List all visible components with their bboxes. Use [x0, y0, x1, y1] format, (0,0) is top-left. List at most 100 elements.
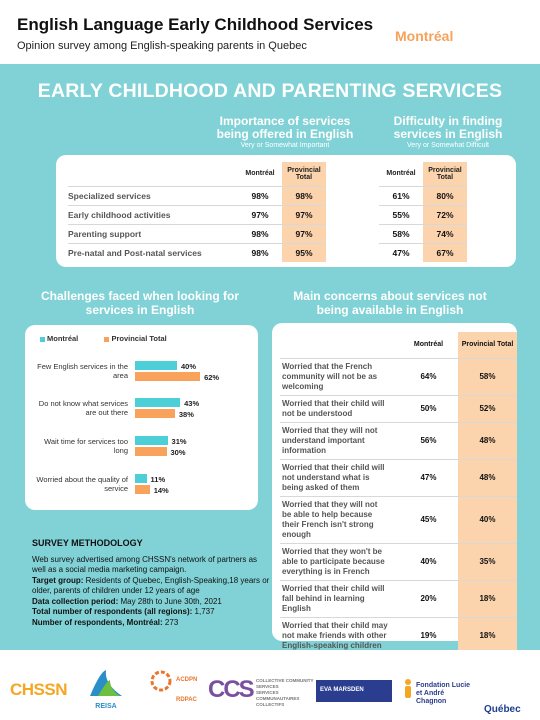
importance-provincial-value: 97%	[282, 223, 326, 243]
ccs-text: COLLECTIVE COMMUNITY SERVICES SERVICES C…	[256, 678, 316, 708]
concerns-table: Montréal Provincial Total Worried that t…	[280, 332, 517, 654]
col-montreal: Montréal	[245, 170, 275, 178]
difficulty-provincial-value: 67%	[423, 242, 467, 262]
col-provincial-difficulty: Provincial Total	[423, 162, 467, 186]
table-row: Worried that the French community will n…	[280, 357, 517, 395]
legend-swatch-montreal	[40, 336, 45, 342]
region-label: Montréal	[395, 28, 454, 44]
col-montreal: Montréal	[413, 341, 444, 349]
row-label: Pre-natal and Post-natal services	[68, 242, 238, 262]
quebec-logo: Québec	[484, 704, 521, 715]
concern-provincial-value: 48%	[458, 421, 517, 459]
montreal-label: Number of respondents, Montréal:	[32, 617, 163, 627]
period-text: May 28th to June 30th, 2021	[120, 596, 222, 606]
row-label: Early childhood activities	[68, 204, 238, 224]
difficulty-heading: Difficulty in finding services in Englis…	[378, 115, 518, 150]
concern-montreal-value: 47%	[399, 458, 458, 496]
difficulty-montreal-value: 61%	[379, 185, 423, 205]
importance-montreal-value: 98%	[238, 185, 282, 205]
page-header: English Language Early Childhood Service…	[0, 0, 540, 64]
concern-label: Worried that they will not be able to he…	[280, 495, 388, 543]
category-label: Few English services in the area	[37, 362, 128, 380]
table-row: Worried that they will not be able to he…	[280, 495, 517, 543]
importance-provincial-value: 95%	[282, 242, 326, 262]
row-label: Parenting support	[68, 223, 238, 243]
reisa-logo: REISA	[86, 668, 126, 710]
difficulty-montreal-value: 47%	[379, 242, 423, 262]
acdpn-label: ACDPN	[176, 677, 198, 683]
concern-montreal-value: 64%	[399, 357, 458, 395]
concern-provincial-value: 58%	[458, 357, 517, 395]
acdpn-text: ACDPN RDPAC	[176, 670, 197, 710]
concern-montreal-value: 20%	[399, 579, 458, 617]
concern-montreal-value: 50%	[399, 394, 458, 422]
ccs-text-en: COLLECTIVE COMMUNITY SERVICES	[256, 678, 314, 689]
concern-montreal-value: 45%	[399, 495, 458, 543]
concern-provincial-value: 35%	[458, 542, 517, 580]
col-provincial: Provincial Total	[282, 162, 326, 186]
bar-value-label: 62%	[204, 372, 220, 382]
bar-provincial	[135, 372, 201, 381]
concern-label: Worried that their child may not make fr…	[280, 616, 388, 654]
acdpn-logo	[150, 670, 172, 697]
concern-provincial-value: 40%	[458, 495, 517, 543]
category-label: Do not know what services are out there	[38, 399, 128, 417]
concern-provincial-value: 18%	[458, 579, 517, 617]
importance-montreal-value: 97%	[238, 204, 282, 224]
concern-label: Worried that they won't be able to parti…	[280, 542, 388, 580]
concern-provincial-value: 48%	[458, 458, 517, 496]
page-subtitle: Opinion survey among English-speaking pa…	[17, 40, 307, 52]
bar-provincial	[135, 409, 175, 418]
total-label: Total number of respondents (all regions…	[32, 607, 193, 616]
chart-title: Challenges faced when looking for servic…	[40, 289, 240, 317]
chart-legend: Montréal Provincial Total	[40, 334, 167, 343]
bar-value-label: 11%	[150, 474, 166, 484]
col-provincial: Provincial Total	[458, 332, 517, 358]
concern-provincial-value: 18%	[458, 616, 517, 654]
services-table: Montréal Provincial Total Montréal Provi…	[68, 162, 467, 262]
bar-value-label: 43%	[184, 398, 200, 408]
importance-montreal-value: 98%	[238, 242, 282, 262]
concern-label: Worried that their child will not unders…	[280, 458, 388, 496]
table-row: Worried that their child will not unders…	[280, 458, 517, 496]
methodology-target: Target group: Residents of Quebec, Engli…	[32, 576, 272, 597]
legend-swatch-provincial	[104, 336, 110, 342]
chssn-logo: CHSSN	[10, 680, 68, 699]
legend-label-provincial: Provincial Total	[111, 334, 167, 343]
bar-montreal	[135, 474, 147, 483]
page-title: English Language Early Childhood Service…	[17, 15, 374, 34]
bar-montreal	[135, 361, 177, 370]
table-row: Worried that they will not understand im…	[280, 421, 517, 459]
period-label: Data collection period:	[32, 596, 119, 606]
eva-marsden-logo: EVA MARSDEN	[316, 680, 392, 702]
difficulty-provincial-value: 80%	[423, 185, 467, 205]
concern-label: Worried that their child will fall behin…	[280, 579, 388, 617]
ccs-logo: CCS	[208, 676, 255, 703]
concern-label: Worried that they will not understand im…	[280, 421, 388, 459]
bar-value-label: 31%	[171, 436, 187, 446]
category-label: Worried about the quality of service	[36, 475, 128, 493]
chagnon-text: Fondation Lucie et André Chagnon	[416, 682, 471, 705]
difficulty-montreal-value: 55%	[379, 204, 423, 224]
difficulty-title: Difficulty in finding services in Englis…	[393, 114, 503, 141]
difficulty-provincial-value: 74%	[423, 223, 467, 243]
table-row: Parenting support 98% 97% 58% 74%	[68, 223, 467, 243]
importance-provincial-value: 97%	[282, 204, 326, 224]
importance-montreal-value: 98%	[238, 223, 282, 243]
col-montreal-difficulty: Montréal	[386, 170, 416, 178]
bar-value-label: 38%	[178, 409, 194, 419]
bar-value-label: 14%	[153, 485, 169, 495]
methodology-total: Total number of respondents (all regions…	[32, 607, 272, 618]
rdpac-label: RDPAC	[176, 697, 197, 703]
target-label: Target group:	[32, 575, 84, 585]
table-row: Worried that their child will not be und…	[280, 394, 517, 422]
bar-montreal	[135, 398, 181, 407]
bar-value-label: 30%	[170, 447, 186, 457]
reisa-text: REISA	[95, 703, 117, 710]
concern-montreal-value: 40%	[399, 542, 458, 580]
concern-montreal-value: 19%	[399, 616, 458, 654]
table-row: Worried that their child may not make fr…	[280, 616, 517, 654]
target-text: Residents of Quebec, English-Speaking,18…	[32, 575, 270, 596]
importance-heading: Importance of services being offered in …	[205, 115, 365, 150]
legend-label-montreal: Montréal	[47, 334, 79, 343]
